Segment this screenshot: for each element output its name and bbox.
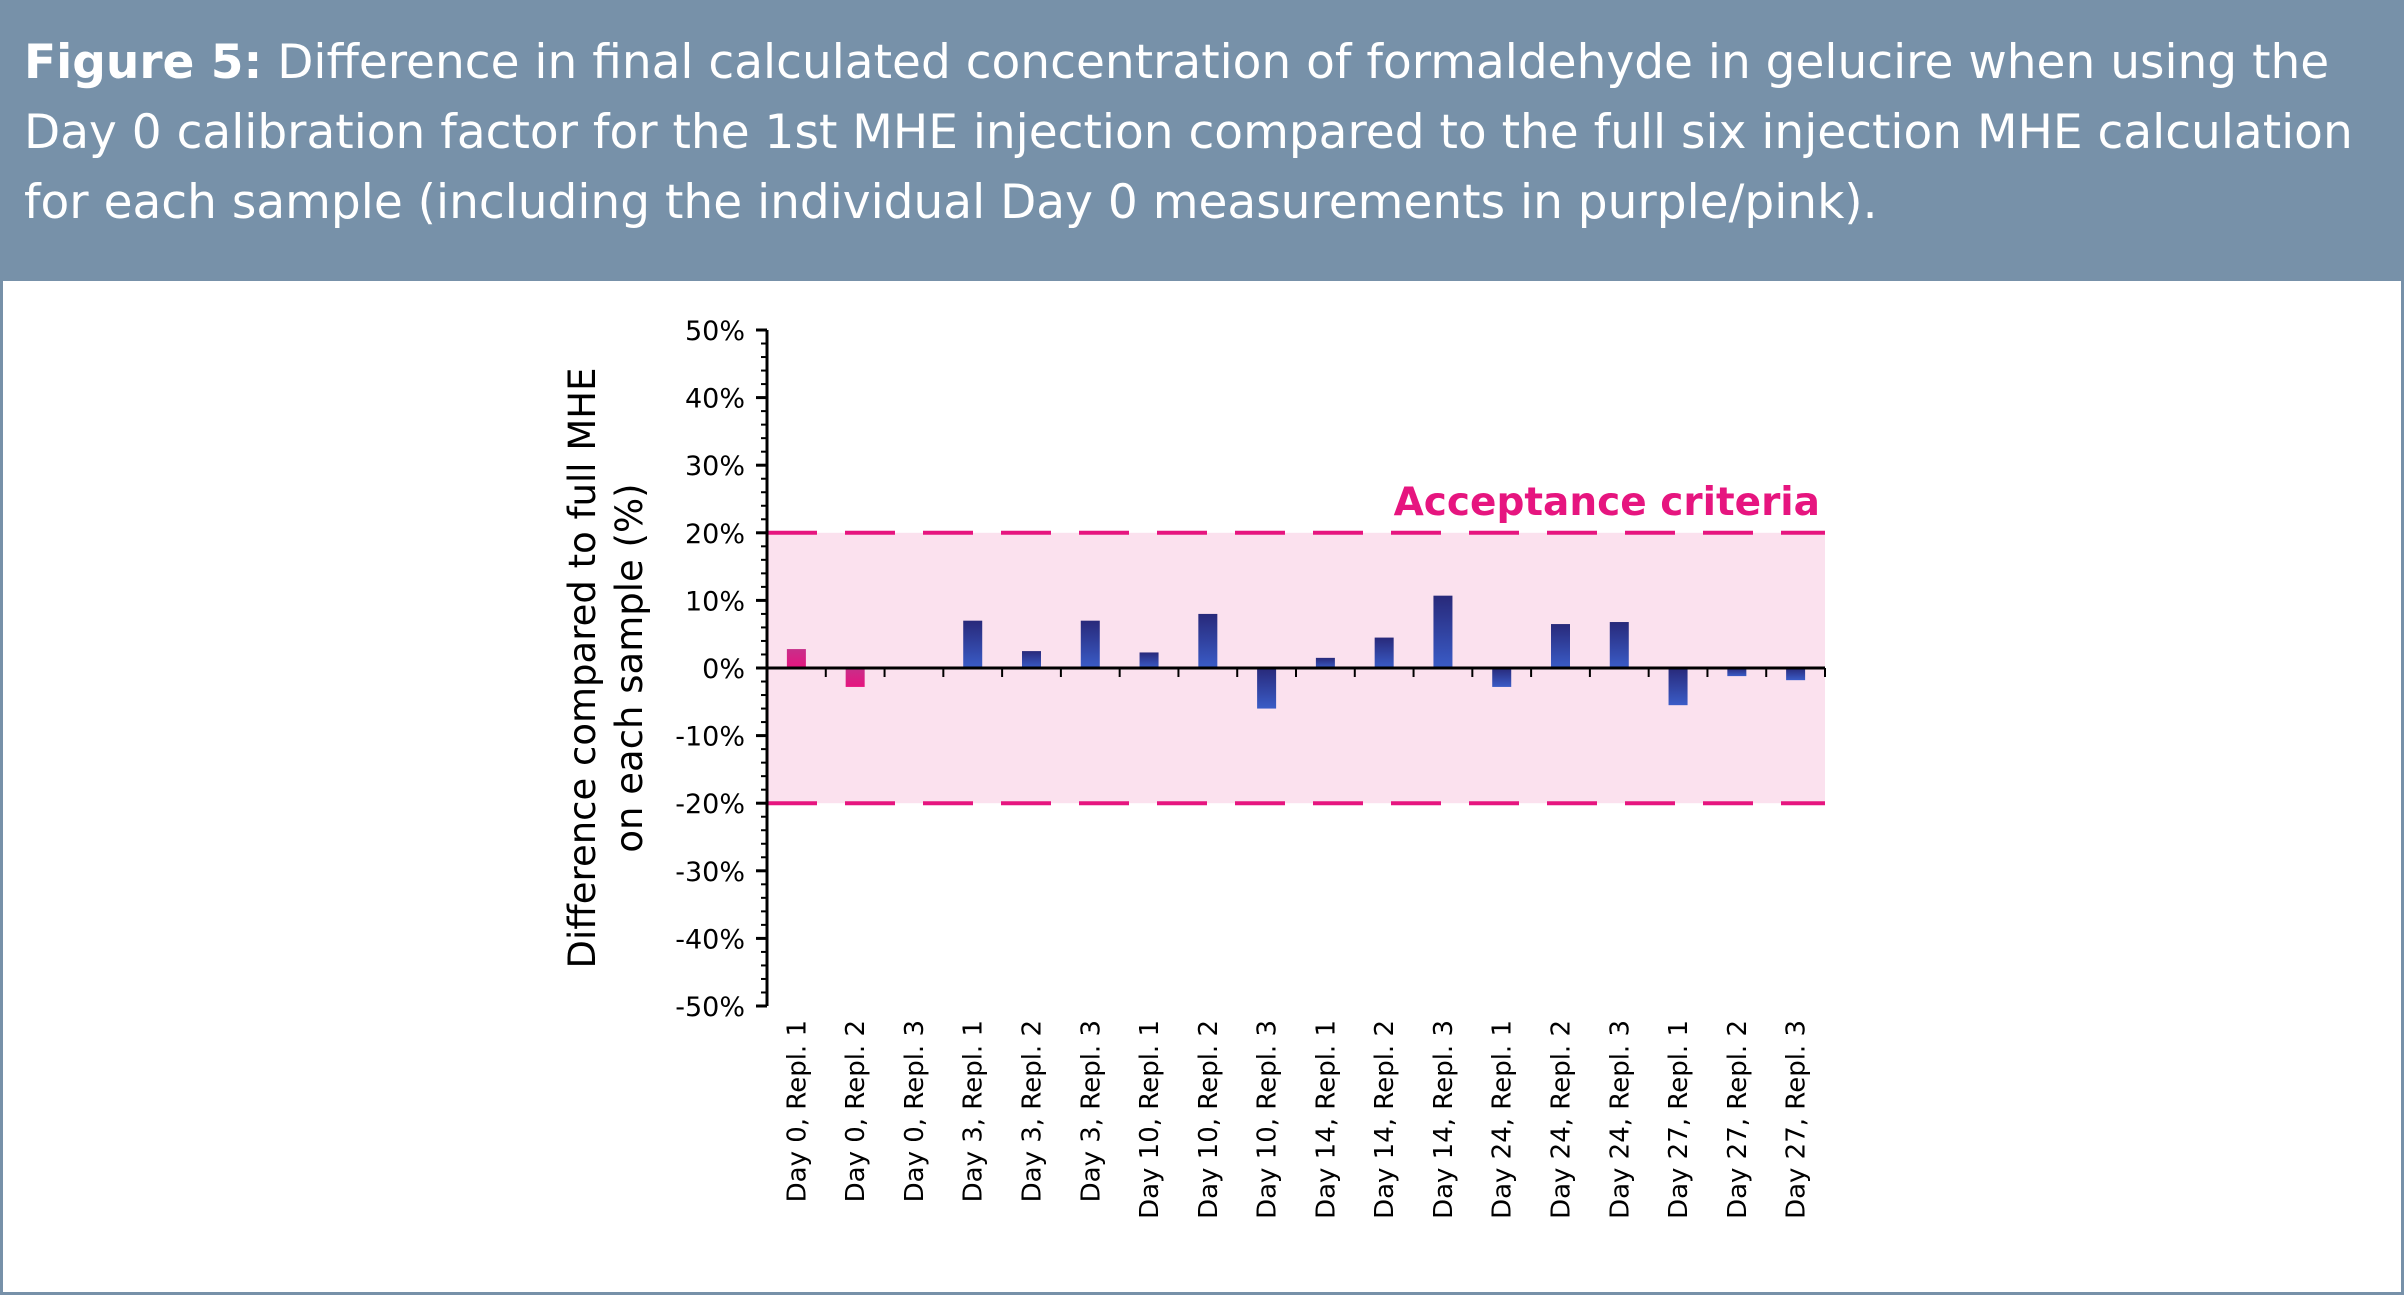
bar <box>1139 652 1159 668</box>
bar <box>1080 620 1100 668</box>
bar <box>1668 668 1688 706</box>
bar <box>1609 622 1629 668</box>
bar <box>1786 668 1806 681</box>
y-tick-label: -20% <box>675 789 745 820</box>
category-label: Day 24, Repl. 3 <box>1605 1020 1635 1219</box>
category-label: Day 10, Repl. 2 <box>1194 1020 1224 1219</box>
category-label: Day 0, Repl. 1 <box>782 1020 812 1202</box>
category-label: Day 27, Repl. 1 <box>1664 1020 1694 1219</box>
bar-chart: Acceptance criteria 50% 40% 30% 20% 10% 0% -10… <box>561 316 1826 1219</box>
y-tick-label: -50% <box>675 992 745 1023</box>
y-tick-label: -10% <box>675 722 745 753</box>
y-tick-label: 0% <box>702 654 745 685</box>
category-label: Day 3, Repl. 1 <box>959 1020 989 1202</box>
category-label: Day 0, Repl. 3 <box>900 1020 930 1202</box>
y-tick-label: 20% <box>685 519 745 550</box>
y-tick-label: -40% <box>675 924 745 955</box>
bar <box>786 649 806 668</box>
y-tick-label: 10% <box>685 586 745 617</box>
caption-label: Figure 5: <box>24 35 263 90</box>
bar <box>845 668 865 687</box>
category-label: Day 24, Repl. 2 <box>1547 1020 1577 1219</box>
bar <box>1492 668 1512 687</box>
category-label: Day 14, Repl. 1 <box>1311 1020 1341 1219</box>
y-tick-label: 30% <box>685 451 745 482</box>
bar <box>1022 651 1041 668</box>
category-label: Day 14, Repl. 2 <box>1370 1020 1400 1219</box>
caption-text: Figure 5: Difference in final calculated… <box>24 28 2380 238</box>
y-tick-label: 50% <box>685 316 745 347</box>
caption-body: Difference in final calculated concentra… <box>24 35 2353 230</box>
category-label: Day 10, Repl. 3 <box>1253 1020 1283 1219</box>
y-axis-title-line: on each sample (%) <box>608 483 651 852</box>
bar <box>1551 624 1570 668</box>
y-axis-title: Difference compared to full MHE on each s… <box>561 368 651 969</box>
figure-caption: Figure 5: Difference in final calculated… <box>0 0 2404 281</box>
bar <box>1257 668 1277 709</box>
bar <box>1433 595 1453 668</box>
category-label: Day 3, Repl. 3 <box>1076 1020 1106 1202</box>
bar <box>1315 657 1335 668</box>
category-label: Day 0, Repl. 2 <box>841 1020 871 1202</box>
category-label: Day 24, Repl. 1 <box>1488 1020 1518 1219</box>
y-axis-title-line: Difference compared to full MHE <box>561 368 604 969</box>
bar <box>1374 637 1394 668</box>
bar <box>963 620 983 668</box>
y-tick-label: 40% <box>685 384 745 415</box>
bar <box>1198 613 1218 668</box>
category-label: Day 14, Repl. 3 <box>1429 1020 1459 1219</box>
category-label: Day 27, Repl. 3 <box>1782 1020 1812 1219</box>
category-label: Day 3, Repl. 2 <box>1018 1020 1048 1202</box>
category-label: Day 27, Repl. 2 <box>1723 1020 1753 1219</box>
acceptance-label: Acceptance criteria <box>1394 480 1820 525</box>
y-tick-label: -30% <box>675 857 745 888</box>
bar <box>1727 668 1747 677</box>
category-label: Day 10, Repl. 1 <box>1135 1020 1165 1219</box>
